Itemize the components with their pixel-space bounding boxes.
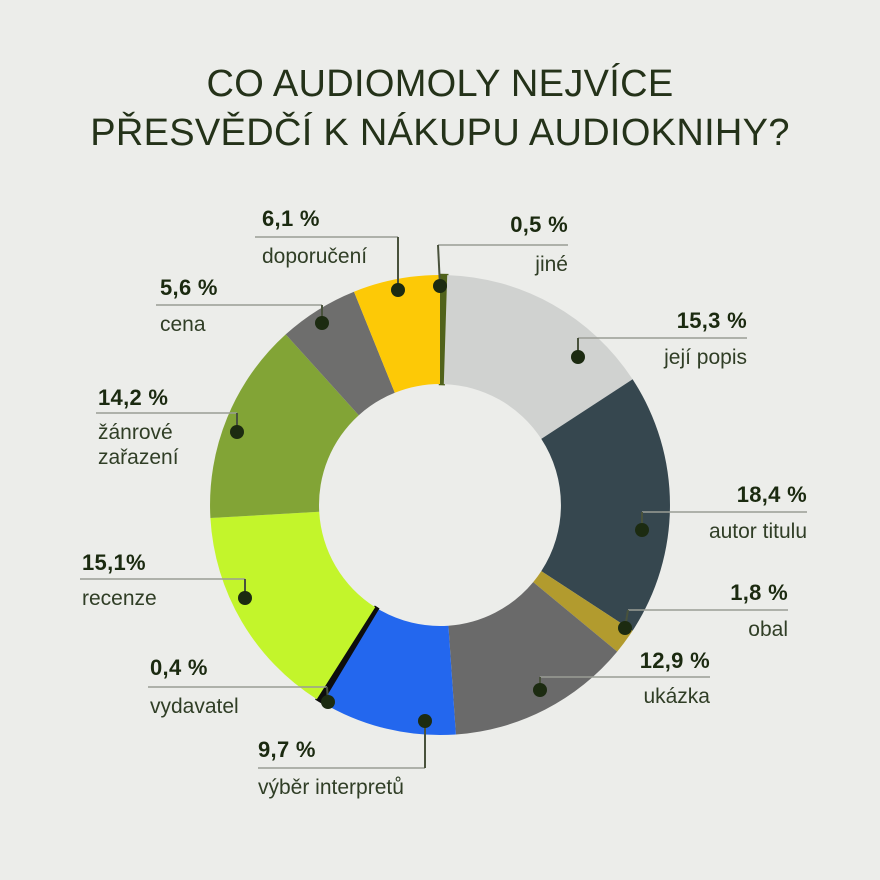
segment-label-autor-titulu: autor titulu (708, 520, 807, 543)
callout-dot-vyber-interpretu (418, 714, 432, 728)
donut-segment-doporuceni (354, 275, 440, 393)
chart-title-line2: PŘESVĚDČÍ K NÁKUPU AUDIOKNIHY? (90, 112, 790, 154)
segment-label-jine: jiné (535, 253, 568, 276)
segment-percentage-vydavatel: 0,4 % (150, 655, 208, 680)
segment-percentage-zanrove-zarazeni: 14,2 % (98, 385, 169, 410)
callout-dot-doporuceni (391, 283, 405, 297)
segment-percentage-jine: 0,5 % (510, 212, 568, 237)
segment-label-cena: cena (160, 313, 206, 336)
segment-percentage-cena: 5,6 % (160, 275, 218, 300)
callout-dot-autor-titulu (635, 523, 649, 537)
donut-segment-ukazka (448, 582, 618, 735)
segment-percentage-recenze: 15,1% (82, 550, 146, 575)
segment-label-doporuceni: doporučení (262, 245, 368, 268)
donut-segment-zanrove-zarazeni (210, 334, 359, 518)
chart-title: CO AUDIOMOLY NEJVÍCE PŘESVĚDČÍ K NÁKUPU … (0, 60, 880, 158)
segment-label-ukazka: ukázka (643, 685, 710, 708)
segment-percentage-doporuceni: 6,1 % (262, 206, 320, 231)
callout-dot-obal (618, 621, 632, 635)
donut-segments (210, 273, 670, 736)
segment-percentage-ukazka: 12,9 % (639, 648, 710, 673)
segment-label-vydavatel: vydavatel (150, 695, 239, 718)
callout-dot-vydavatel (321, 695, 335, 709)
callout-dot-cena (315, 316, 329, 330)
callout-dot-zanrove-zarazeni (230, 425, 244, 439)
donut-segment-vyber-interpretu (321, 608, 456, 736)
segment-label-vyber-interpretu: výběr interpretů (258, 776, 404, 799)
segment-percentage-obal: 1,8 % (730, 580, 788, 605)
callout-dots (230, 279, 649, 728)
donut-segment-recenze (210, 511, 376, 700)
segment-label-obal: obal (748, 618, 788, 641)
segment-label-zanrove-zarazeni: žánrové zařazení (98, 421, 179, 469)
donut-segment-jeji-popis (443, 275, 633, 439)
callout-lines (80, 236, 807, 769)
segment-label-jeji-popis: její popis (664, 346, 747, 369)
donut-segment-cena (285, 291, 395, 416)
segment-percentage-autor-titulu: 18,4 % (736, 482, 807, 507)
callout-dot-ukazka (533, 683, 547, 697)
segment-label-recenze: recenze (82, 587, 157, 610)
segment-percentage-vyber-interpretu: 9,7 % (258, 737, 316, 762)
chart-title-line1: CO AUDIOMOLY NEJVÍCE (206, 63, 674, 105)
segment-percentage-jeji-popis: 15,3 % (676, 308, 747, 333)
callout-dot-recenze (238, 591, 252, 605)
callout-dot-jeji-popis (571, 350, 585, 364)
donut-segment-autor-titulu (541, 379, 670, 631)
donut-segment-obal (533, 571, 633, 652)
callout-dot-jine (433, 279, 447, 293)
